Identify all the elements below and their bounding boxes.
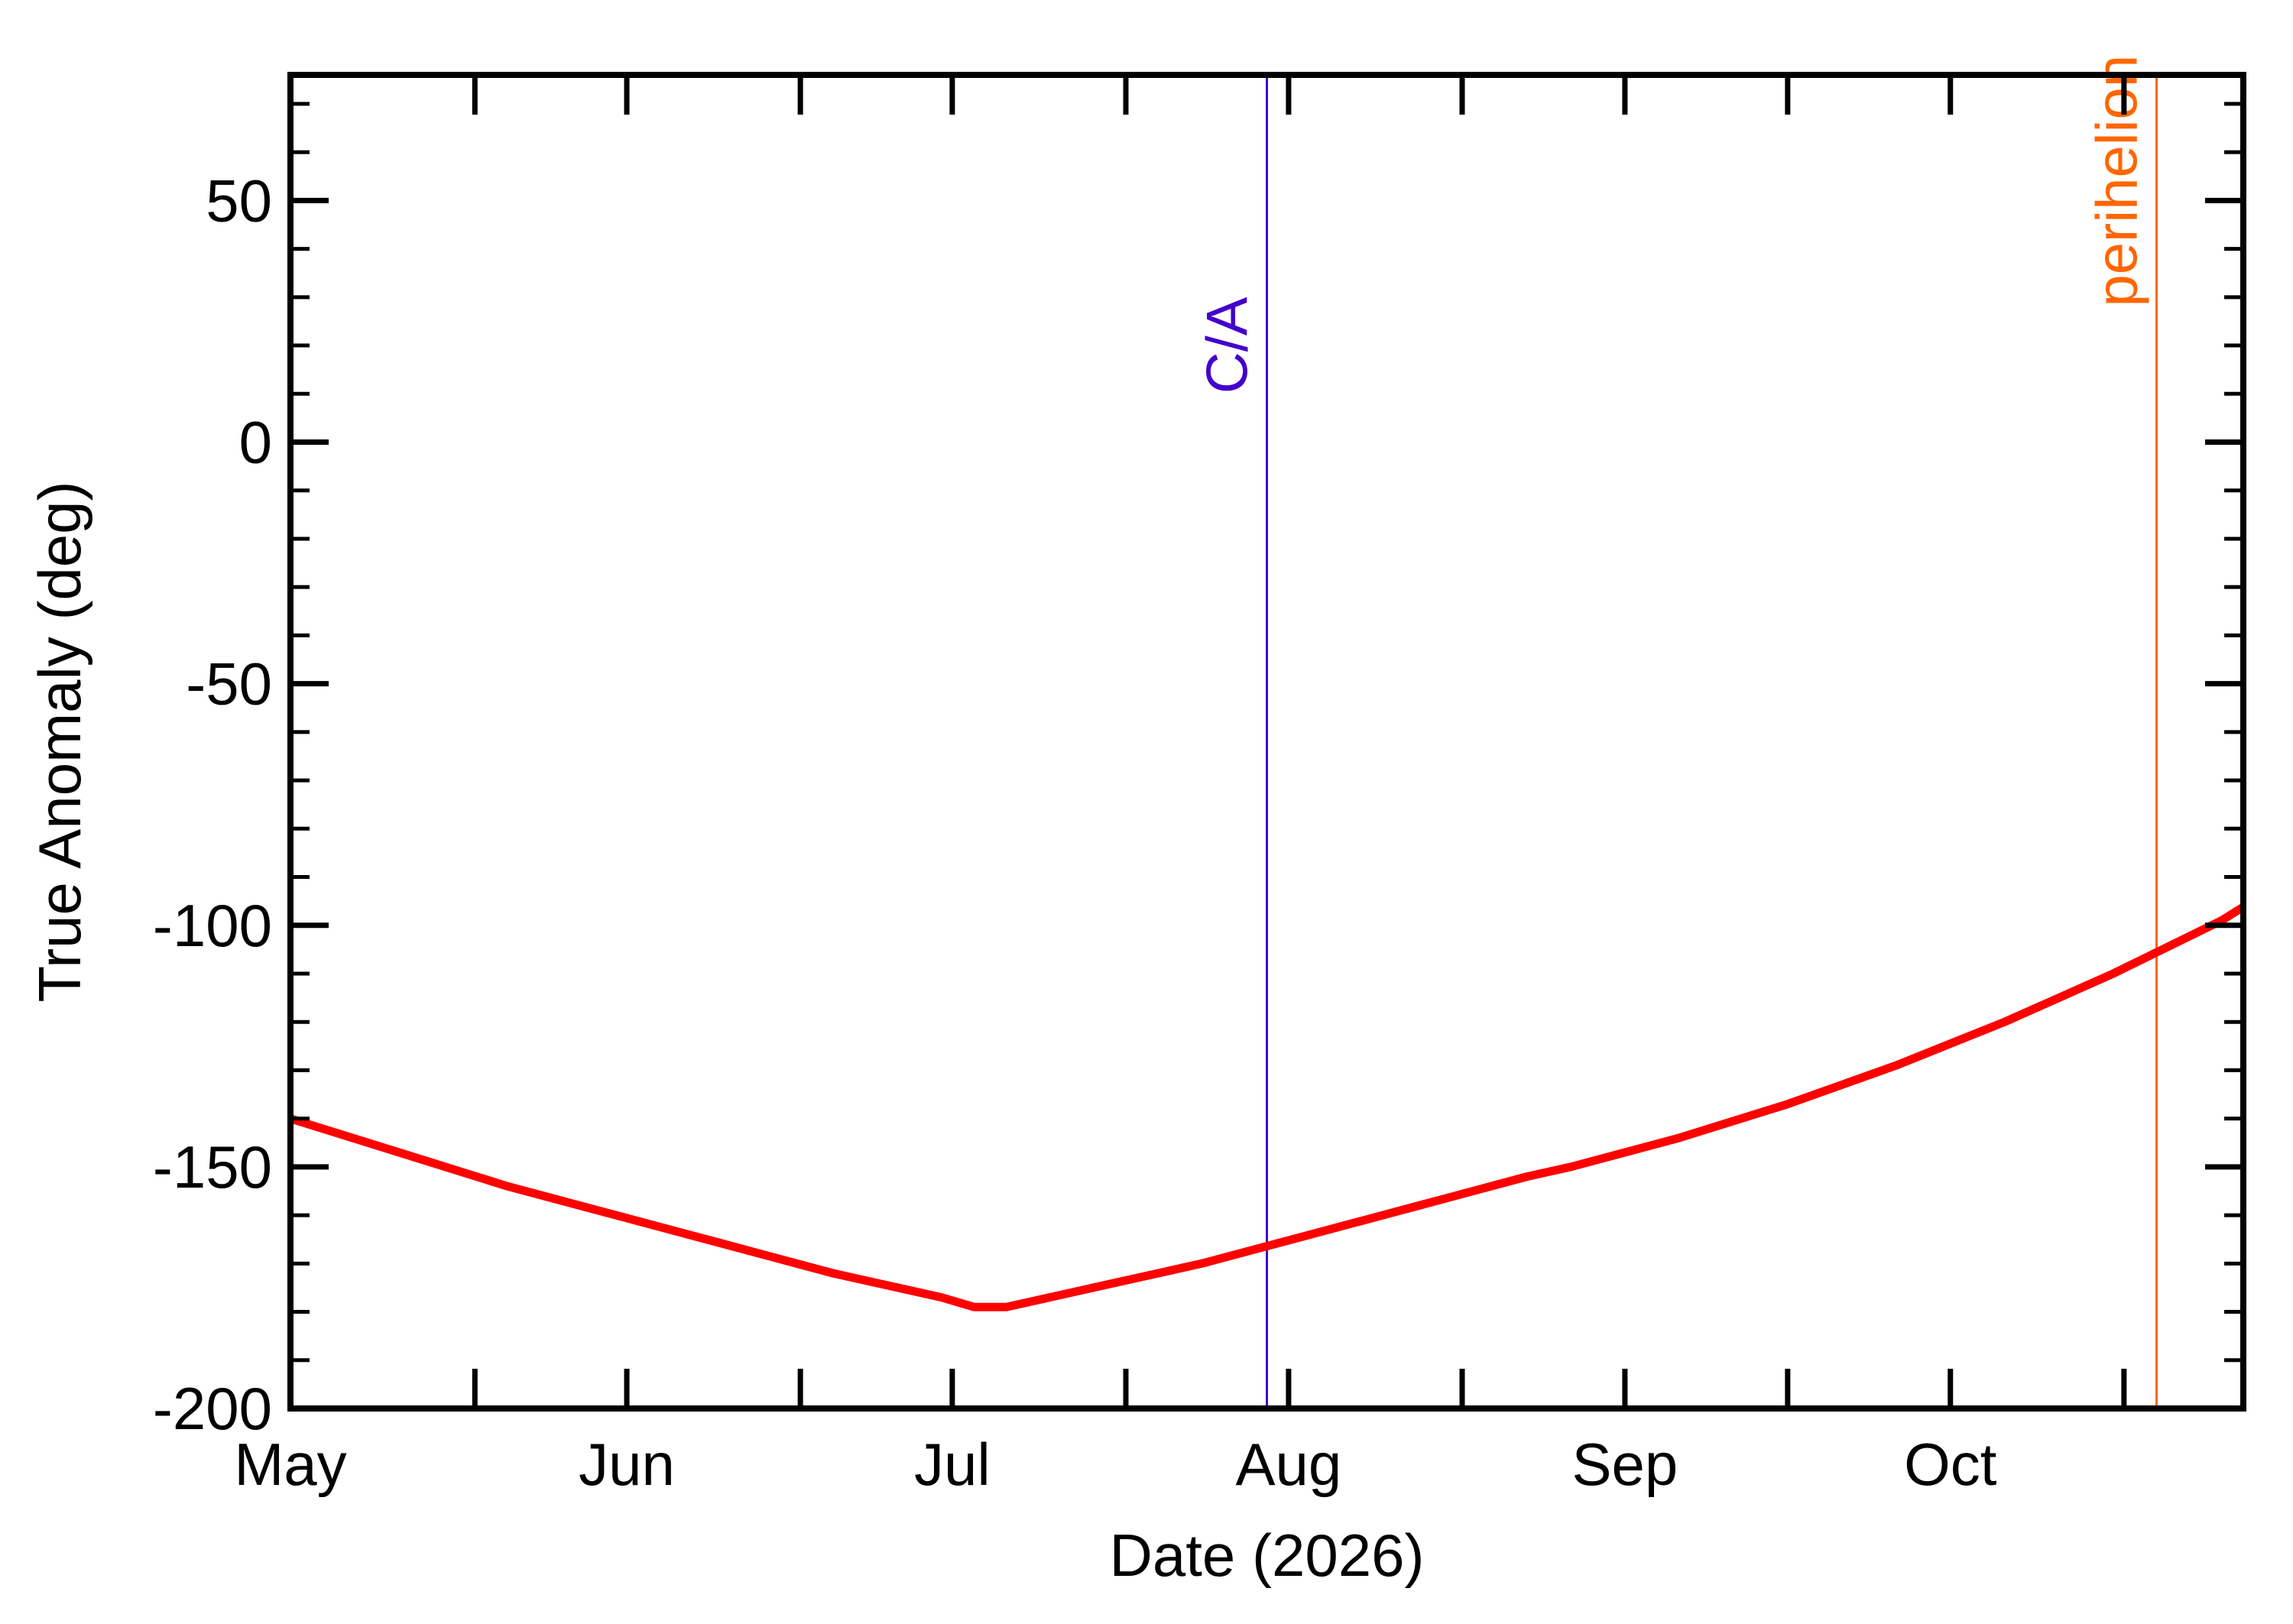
x-tick-label: Sep bbox=[1572, 1431, 1678, 1498]
plot-frame bbox=[287, 72, 2246, 1412]
marker-label-perihelion: perihelion bbox=[2084, 55, 2149, 307]
x-tick-label: Jun bbox=[579, 1431, 675, 1498]
y-tick-label: -50 bbox=[186, 650, 272, 718]
x-axis-label: Date (2026) bbox=[1110, 1522, 1425, 1589]
x-tick-label: May bbox=[234, 1431, 346, 1498]
series-line bbox=[290, 902, 2243, 1311]
y-tick-label: 50 bbox=[206, 167, 272, 234]
series-lines bbox=[290, 902, 2243, 1311]
y-tick-label: -150 bbox=[153, 1133, 272, 1201]
marker-label-c-a: C/A bbox=[1195, 297, 1260, 394]
y-tick-label: -200 bbox=[153, 1375, 272, 1442]
x-tick-label: Jul bbox=[914, 1431, 991, 1498]
tick-labels: -200 -150 -100 -50 0 50 May Jun Jul Aug Sep Oct bbox=[153, 167, 1997, 1498]
axis-ticks bbox=[287, 75, 2243, 1412]
x-tick-label: Oct bbox=[1904, 1431, 1997, 1498]
y-tick-label: -100 bbox=[153, 892, 272, 959]
y-tick-label: 0 bbox=[239, 409, 272, 476]
x-tick-label: Aug bbox=[1235, 1431, 1341, 1498]
y-axis-label: True Anomaly (deg) bbox=[26, 481, 93, 1002]
marker-lines: C/A perihelion bbox=[1195, 55, 2158, 1408]
